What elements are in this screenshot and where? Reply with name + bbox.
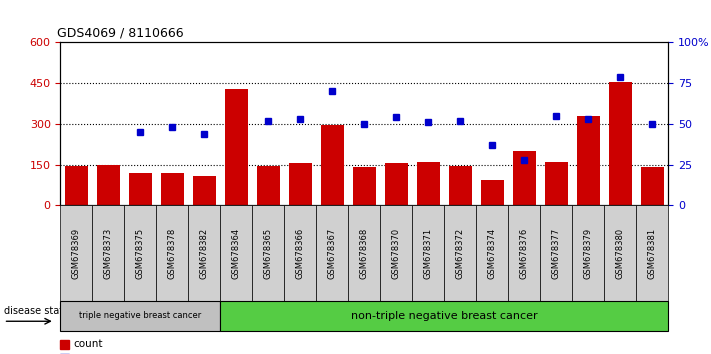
Text: GSM678369: GSM678369 <box>72 228 81 279</box>
Text: GSM678365: GSM678365 <box>264 228 273 279</box>
Text: non-triple negative breast cancer: non-triple negative breast cancer <box>351 311 538 321</box>
Bar <box>417 162 439 205</box>
Bar <box>609 82 631 205</box>
Text: GDS4069 / 8110666: GDS4069 / 8110666 <box>58 27 184 40</box>
Bar <box>161 173 183 205</box>
Text: GSM678376: GSM678376 <box>520 228 529 279</box>
Text: GSM678373: GSM678373 <box>104 228 113 279</box>
Bar <box>193 176 215 205</box>
Text: triple negative breast cancer: triple negative breast cancer <box>80 312 201 320</box>
Text: GSM678374: GSM678374 <box>488 228 497 279</box>
Text: GSM678371: GSM678371 <box>424 228 433 279</box>
Bar <box>385 163 407 205</box>
Bar <box>321 125 343 205</box>
Text: GSM678368: GSM678368 <box>360 228 369 279</box>
Bar <box>353 167 375 205</box>
Bar <box>65 166 87 205</box>
Text: disease state: disease state <box>4 306 69 316</box>
Text: GSM678364: GSM678364 <box>232 228 241 279</box>
Text: GSM678370: GSM678370 <box>392 228 401 279</box>
Text: GSM678380: GSM678380 <box>616 228 625 279</box>
Text: GSM678382: GSM678382 <box>200 228 209 279</box>
Text: count: count <box>73 339 102 349</box>
Bar <box>129 173 151 205</box>
Bar <box>481 179 503 205</box>
Bar <box>289 163 311 205</box>
Bar <box>513 151 535 205</box>
Bar <box>257 166 279 205</box>
Text: GSM678367: GSM678367 <box>328 228 337 279</box>
Bar <box>641 167 663 205</box>
Text: GSM678379: GSM678379 <box>584 228 593 279</box>
Text: GSM678372: GSM678372 <box>456 228 465 279</box>
Bar <box>97 165 119 205</box>
Text: GSM678375: GSM678375 <box>136 228 145 279</box>
Text: GSM678366: GSM678366 <box>296 228 305 279</box>
Bar <box>449 166 471 205</box>
Text: GSM678377: GSM678377 <box>552 228 561 279</box>
Bar <box>577 116 599 205</box>
Text: GSM678378: GSM678378 <box>168 228 177 279</box>
Text: GSM678381: GSM678381 <box>648 228 657 279</box>
Bar <box>545 162 567 205</box>
Bar <box>225 88 247 205</box>
